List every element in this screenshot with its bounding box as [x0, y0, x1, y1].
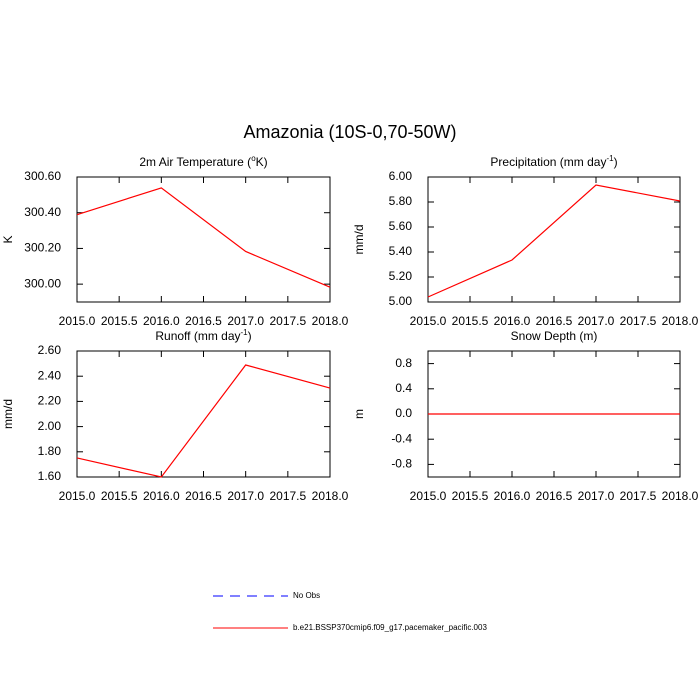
x-tick-label: 2015.5 — [452, 314, 489, 328]
panel-title: Precipitation (mm day-1) — [490, 154, 617, 170]
x-tick-label: 2016.5 — [536, 314, 573, 328]
title-part: -1 — [606, 154, 614, 163]
title-part: K) — [256, 155, 268, 169]
y-axis-label: mm/d — [1, 399, 15, 429]
x-tick-label: 2015.0 — [59, 489, 96, 503]
x-tick-label: 2018.0 — [312, 489, 349, 503]
x-tick-label: 2018.0 — [662, 314, 699, 328]
x-tick-label: 2017.5 — [269, 314, 306, 328]
y-tick-label: 0.8 — [395, 356, 412, 370]
y-tick-label: 2.00 — [38, 419, 62, 433]
legend-label: No Obs — [293, 591, 320, 600]
x-tick-label: 2015.5 — [101, 314, 138, 328]
y-tick-label: 5.60 — [389, 219, 413, 233]
title-part: Precipitation (mm day — [490, 155, 606, 169]
y-tick-label: 300.00 — [24, 276, 61, 290]
x-tick-label: 2016.0 — [143, 489, 180, 503]
title-part: 2m Air Temperature ( — [139, 155, 251, 169]
x-tick-label: 2017.0 — [227, 489, 264, 503]
title-part: ) — [614, 155, 618, 169]
y-tick-label: 5.00 — [389, 294, 413, 308]
x-tick-label: 2017.5 — [620, 489, 657, 503]
y-tick-label: 2.20 — [38, 394, 62, 408]
x-tick-label: 2017.5 — [269, 489, 306, 503]
y-tick-label: 0.4 — [395, 381, 412, 395]
y-tick-label: 5.80 — [389, 194, 413, 208]
y-tick-label: 2.40 — [38, 368, 62, 382]
y-axis-label: mm/d — [352, 225, 366, 255]
x-tick-label: 2015.0 — [410, 489, 447, 503]
y-tick-label: 300.60 — [24, 169, 61, 183]
y-tick-label: 300.40 — [24, 205, 61, 219]
y-axis-label: K — [1, 235, 15, 243]
y-tick-label: 0.0 — [395, 406, 412, 420]
series-line — [76, 364, 331, 478]
y-axis-label: m — [352, 409, 366, 419]
title-part: -1 — [241, 328, 249, 337]
y-tick-label: -0.4 — [391, 431, 412, 445]
legend-label: b.e21.BSSP370cmip6.f09_g17.pacemaker_pac… — [293, 623, 487, 632]
x-tick-label: 2017.0 — [578, 489, 615, 503]
series-line — [76, 187, 331, 288]
title-part: o — [251, 154, 256, 163]
y-tick-label: 300.20 — [24, 241, 61, 255]
x-tick-label: 2016.0 — [494, 489, 531, 503]
x-tick-label: 2018.0 — [312, 314, 349, 328]
y-tick-label: 1.60 — [38, 469, 62, 483]
x-tick-label: 2015.5 — [452, 489, 489, 503]
y-tick-label: 5.40 — [389, 244, 413, 258]
x-tick-label: 2016.0 — [494, 314, 531, 328]
x-tick-label: 2015.0 — [59, 314, 96, 328]
x-tick-label: 2015.0 — [410, 314, 447, 328]
figure-title: Amazonia (10S-0,70-50W) — [243, 122, 456, 142]
y-tick-label: 2.60 — [38, 343, 62, 357]
series-line — [427, 184, 681, 298]
title-part: Runoff (mm day — [155, 329, 240, 343]
x-tick-label: 2017.0 — [227, 314, 264, 328]
x-tick-label: 2016.5 — [185, 314, 222, 328]
panel-title: Snow Depth (m) — [511, 329, 598, 343]
x-tick-label: 2017.5 — [620, 314, 657, 328]
y-tick-label: 1.80 — [38, 444, 62, 458]
x-tick-label: 2015.5 — [101, 489, 138, 503]
y-tick-label: -0.8 — [391, 457, 412, 471]
panel-title: Runoff (mm day-1) — [155, 328, 251, 344]
title-part: Snow Depth (m) — [511, 329, 598, 343]
y-tick-label: 6.00 — [389, 169, 413, 183]
title-part: ) — [248, 329, 252, 343]
x-tick-label: 2016.0 — [143, 314, 180, 328]
x-tick-label: 2017.0 — [578, 314, 615, 328]
x-tick-label: 2016.5 — [536, 489, 573, 503]
panel-title: 2m Air Temperature (oK) — [139, 154, 267, 170]
x-tick-label: 2016.5 — [185, 489, 222, 503]
x-tick-label: 2018.0 — [662, 489, 699, 503]
y-tick-label: 5.20 — [389, 269, 413, 283]
